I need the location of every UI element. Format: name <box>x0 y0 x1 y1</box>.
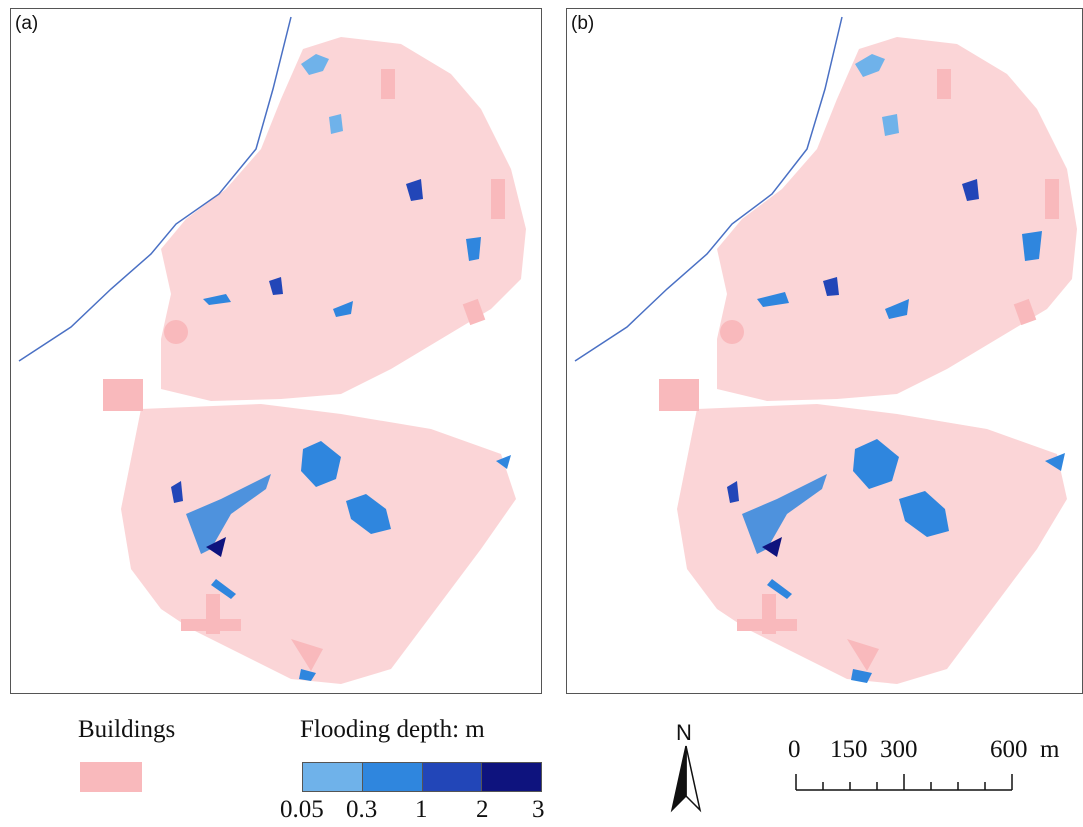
legend-buildings-label: Buildings <box>78 716 176 743</box>
panel-label-b: (b) <box>571 13 595 34</box>
buildings-layer <box>659 37 1077 684</box>
legend-buildings-swatch <box>80 762 142 792</box>
legend-flood-tick-2: 0.3 <box>346 796 378 823</box>
scale-tick-600: 600 <box>990 736 1028 763</box>
scale-tick-300: 300 <box>880 736 918 763</box>
scale-tick-0: 0 <box>788 736 801 763</box>
legend-flood-tick-4: 2 <box>476 796 489 823</box>
scale-unit: m <box>1040 736 1060 763</box>
legend-flood-title: Flooding depth: m <box>300 716 485 743</box>
legend-flood-tick-3: 1 <box>415 796 428 823</box>
map-panel-a: (a) <box>10 8 542 694</box>
north-arrow: N <box>668 720 708 815</box>
scale-tick-150: 150 <box>830 736 868 763</box>
legend-flood-ramp <box>302 762 542 792</box>
panel-label-a: (a) <box>15 13 39 34</box>
water-layer <box>18 16 292 362</box>
legend-flood-class-2 <box>362 763 423 791</box>
north-arrow-icon <box>670 745 702 813</box>
flood-map-a <box>18 16 526 684</box>
flood-layer <box>171 54 511 681</box>
legend-flood-class-3 <box>422 763 483 791</box>
buildings-layer <box>103 37 526 684</box>
north-arrow-label: N <box>676 720 692 745</box>
map-panel-b: (b) <box>566 8 1083 694</box>
flood-layer <box>727 54 1065 683</box>
legend-flood-class-1 <box>303 763 363 791</box>
legend-flood-class-4 <box>482 763 541 791</box>
legend-flood-tick-1: 0.05 <box>280 796 324 823</box>
scale-bar <box>795 774 1013 791</box>
water-layer <box>574 16 843 362</box>
flood-map-b <box>574 16 1077 684</box>
legend-flood-tick-5: 3 <box>532 796 545 823</box>
